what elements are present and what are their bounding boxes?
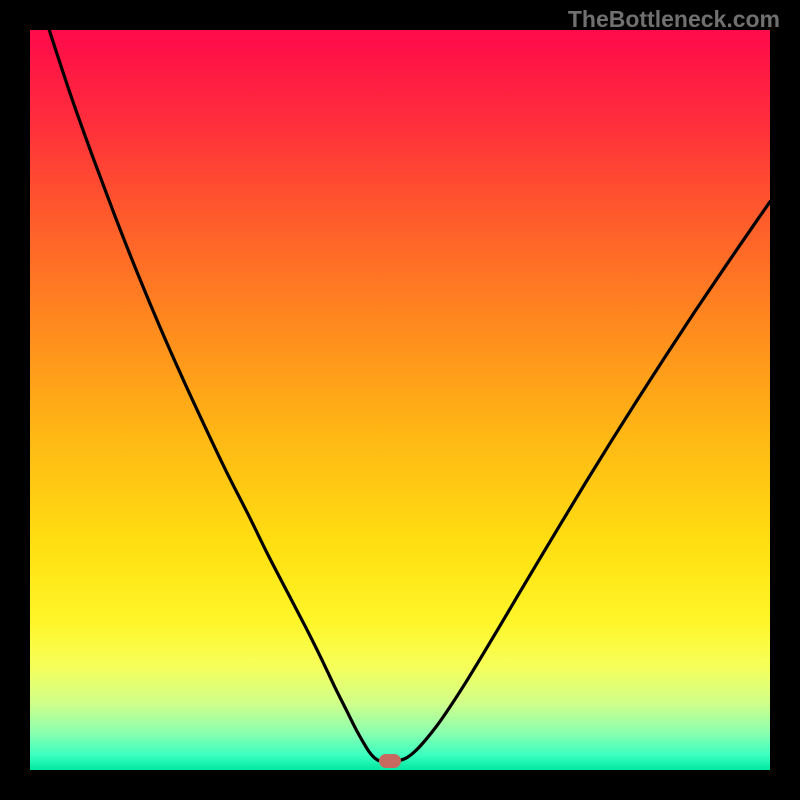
watermark-text: TheBottleneck.com	[568, 6, 780, 33]
minimum-marker	[379, 754, 401, 768]
plot-area	[30, 30, 770, 770]
bottleneck-curve	[30, 30, 770, 770]
chart-container: { "watermark": { "text": "TheBottleneck.…	[0, 0, 800, 800]
